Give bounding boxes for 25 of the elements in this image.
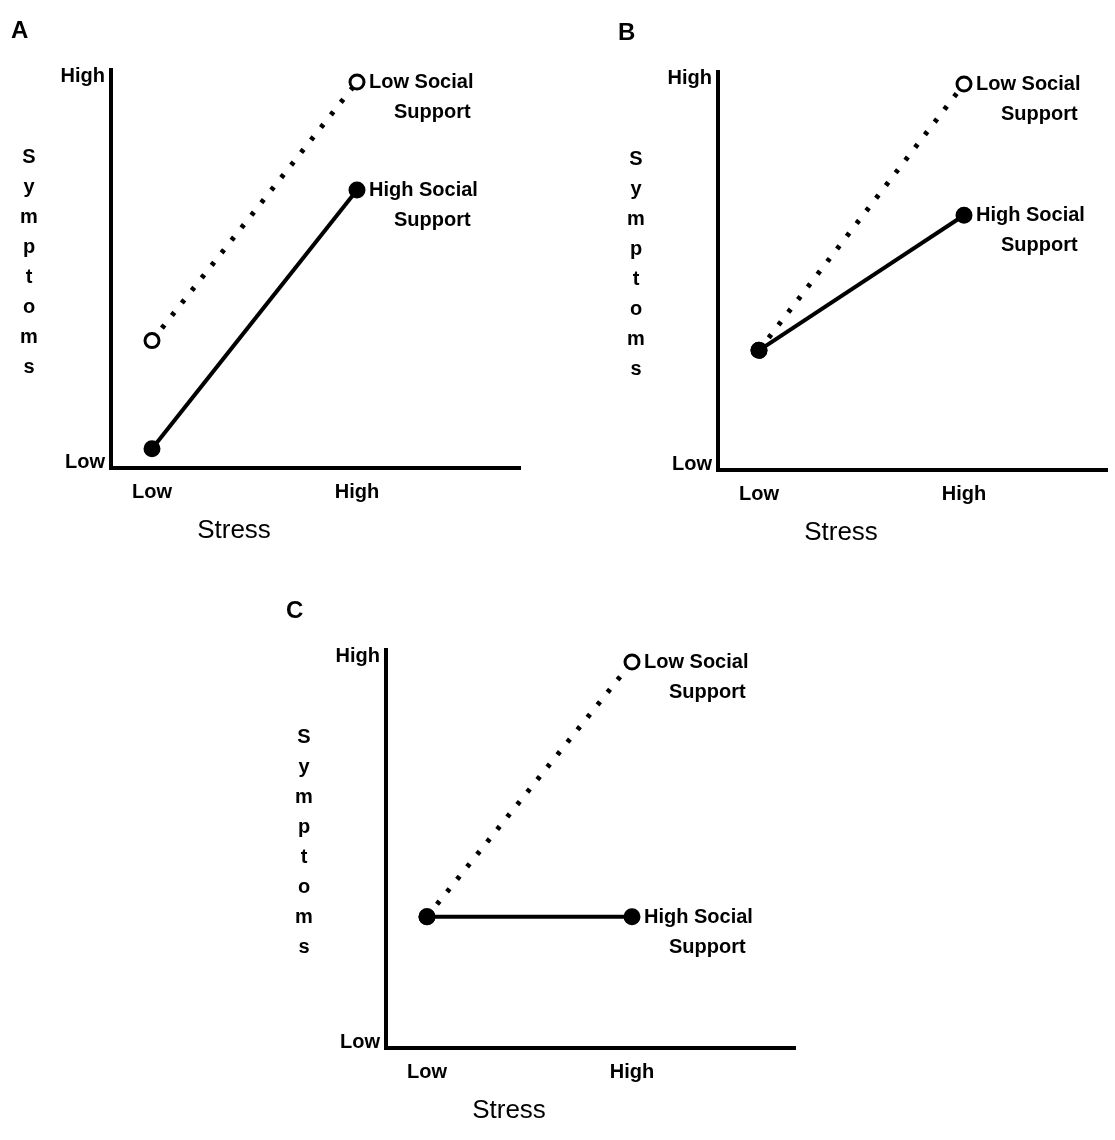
series-label: High Social Support <box>369 178 478 231</box>
x-tick-label: Low <box>132 480 173 502</box>
chart-title: C <box>286 596 304 623</box>
series-label: Low Social Support <box>369 70 474 122</box>
x-axis-title: Stress <box>197 514 271 544</box>
series-label: High Social Support <box>644 904 753 957</box>
text: High <box>335 644 380 666</box>
y-axis-title: Symptoms <box>295 725 313 957</box>
text: Low <box>65 450 106 472</box>
chart-title: A <box>11 16 29 43</box>
text: High <box>667 66 712 88</box>
series-label: Low Social Support <box>976 72 1081 124</box>
text: Low <box>672 452 713 474</box>
x-tick-label: Low <box>739 482 780 504</box>
text: Low <box>340 1030 381 1052</box>
chart-title: B <box>618 18 636 45</box>
x-tick-label: High <box>334 480 380 502</box>
text: High <box>60 64 105 86</box>
y-axis-title: Symptoms <box>627 147 645 379</box>
x-axis-title: Stress <box>472 1094 546 1124</box>
series-label: Low Social Support <box>644 650 749 702</box>
series-label: High Social Support <box>976 203 1085 256</box>
y-axis-title: Symptoms <box>20 145 38 377</box>
x-tick-label: High <box>941 482 987 504</box>
x-axis-title: Stress <box>804 516 878 546</box>
